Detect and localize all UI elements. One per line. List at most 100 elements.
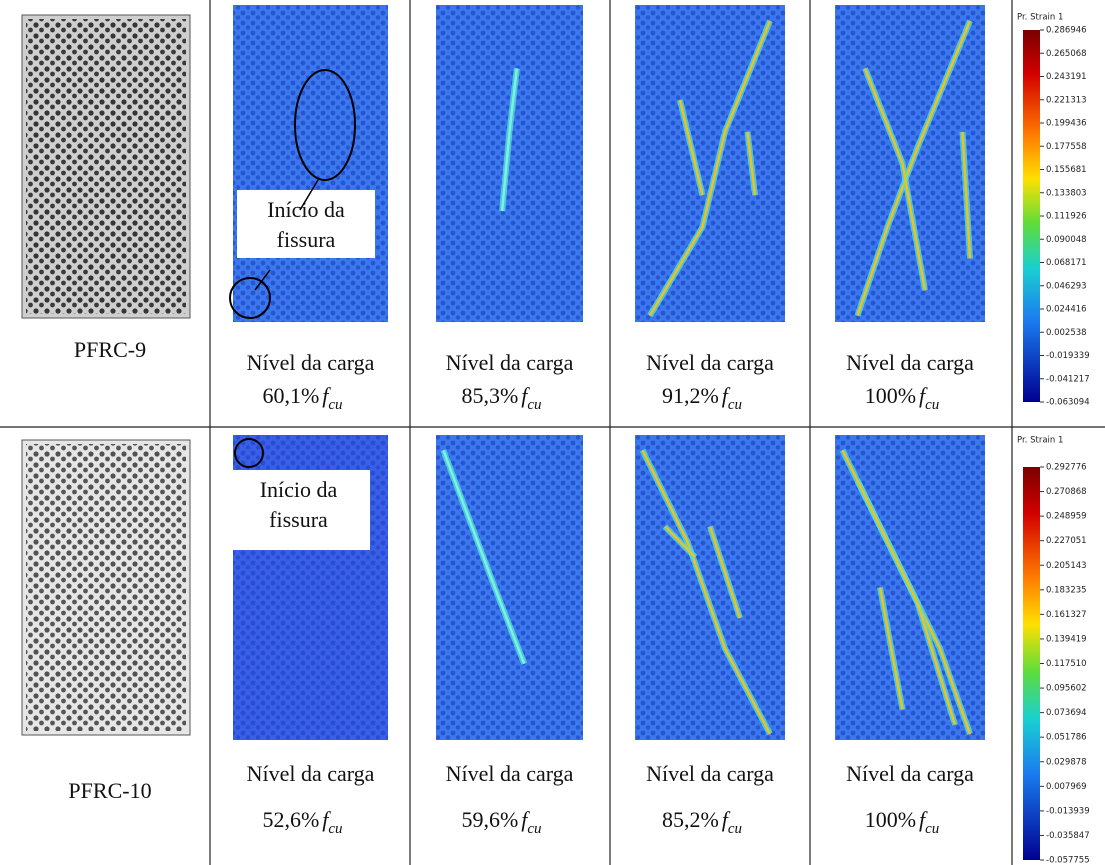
load-caption: Nível da carga bbox=[846, 350, 974, 375]
load-value: 85,3% bbox=[461, 383, 518, 408]
load-subscript: cu bbox=[925, 397, 939, 413]
load-value: 60,1% bbox=[262, 383, 319, 408]
load-symbol: f bbox=[521, 807, 530, 832]
colorbar-label: 0.002538 bbox=[1046, 328, 1087, 338]
load-caption: Nível da carga bbox=[446, 350, 574, 375]
colorbar-label: 0.111926 bbox=[1046, 212, 1087, 222]
strain-dots bbox=[635, 5, 785, 322]
colorbar-label: 0.265068 bbox=[1046, 49, 1087, 59]
colorbar-title: Pr. Strain 1 bbox=[1017, 13, 1063, 23]
colorbar-label: 0.051786 bbox=[1046, 733, 1087, 743]
crack bbox=[746, 131, 757, 196]
load-value: 100% bbox=[865, 383, 916, 408]
load-subscript: cu bbox=[925, 821, 939, 837]
colorbar-label: 0.073694 bbox=[1046, 708, 1087, 718]
load-subscript: cu bbox=[527, 397, 541, 413]
load-subscript: cu bbox=[328, 397, 342, 413]
load-caption: Nível da carga bbox=[846, 761, 974, 786]
specimen-dots bbox=[26, 19, 186, 314]
colorbar-label: 0.155681 bbox=[1046, 165, 1087, 175]
colorbar-label: 0.227051 bbox=[1046, 536, 1087, 546]
load-level: 85,2% fcu bbox=[662, 807, 742, 837]
colorbar-label: 0.095602 bbox=[1046, 684, 1087, 694]
load-value: 52,6% bbox=[262, 807, 319, 832]
crack bbox=[678, 99, 704, 196]
colorbar-label: -0.035847 bbox=[1046, 831, 1090, 841]
colorbar-label: 0.139419 bbox=[1046, 634, 1087, 644]
crack bbox=[856, 20, 972, 317]
load-level: 59,6% fcu bbox=[461, 807, 541, 837]
crack bbox=[442, 449, 526, 665]
colorbar-label: 0.177558 bbox=[1046, 142, 1087, 152]
colorbar-label: 0.286946 bbox=[1046, 26, 1087, 36]
load-level: 91,2% fcu bbox=[662, 383, 742, 413]
load-subscript: cu bbox=[728, 397, 742, 413]
strain-dots bbox=[436, 435, 583, 740]
load-subscript: cu bbox=[527, 821, 541, 837]
load-symbol: f bbox=[521, 383, 530, 408]
load-symbol: f bbox=[322, 807, 331, 832]
colorbar-label: 0.199436 bbox=[1046, 119, 1087, 129]
colorbar-label: 0.270868 bbox=[1046, 487, 1087, 497]
colorbar-label: 0.243191 bbox=[1046, 72, 1087, 82]
leader-line bbox=[299, 179, 319, 211]
load-value: 59,6% bbox=[461, 807, 518, 832]
colorbar-label: 0.205143 bbox=[1046, 561, 1087, 571]
load-subscript: cu bbox=[328, 821, 342, 837]
crack bbox=[708, 526, 742, 619]
annotation-box bbox=[227, 470, 370, 550]
specimen-label: PFRC-10 bbox=[68, 778, 151, 803]
load-level: 85,3% fcu bbox=[461, 383, 541, 413]
load-symbol: f bbox=[722, 383, 731, 408]
load-value: 91,2% bbox=[662, 383, 719, 408]
crack-marker bbox=[294, 69, 356, 181]
colorbar-label: 0.068171 bbox=[1046, 258, 1087, 268]
colorbar-label: 0.248959 bbox=[1046, 512, 1087, 522]
annotation-text: Início da bbox=[260, 477, 338, 502]
crack bbox=[500, 68, 519, 212]
colorbar bbox=[1023, 30, 1040, 402]
colorbar-label: 0.007969 bbox=[1046, 782, 1087, 792]
colorbar-label: 0.161327 bbox=[1046, 610, 1087, 620]
load-symbol: f bbox=[919, 383, 928, 408]
load-caption: Nível da carga bbox=[247, 761, 375, 786]
specimen-label: PFRC-9 bbox=[74, 337, 146, 362]
load-symbol: f bbox=[322, 383, 331, 408]
crack bbox=[878, 587, 904, 710]
colorbar-label: -0.013939 bbox=[1046, 806, 1090, 816]
colorbar-label: 0.117510 bbox=[1046, 659, 1087, 669]
colorbar-label: -0.019339 bbox=[1046, 351, 1090, 361]
colorbar-label: -0.063094 bbox=[1046, 398, 1090, 408]
load-symbol: f bbox=[722, 807, 731, 832]
crack bbox=[641, 449, 772, 735]
colorbar-label: 0.292776 bbox=[1046, 463, 1087, 473]
load-level: 100% fcu bbox=[865, 807, 940, 837]
crack-marker bbox=[234, 438, 264, 468]
load-caption: Nível da carga bbox=[646, 761, 774, 786]
colorbar-title: Pr. Strain 1 bbox=[1017, 436, 1063, 446]
load-subscript: cu bbox=[728, 821, 742, 837]
colorbar-label: 0.221313 bbox=[1046, 95, 1087, 105]
colorbar-label: 0.024416 bbox=[1046, 305, 1087, 315]
load-value: 100% bbox=[865, 807, 916, 832]
load-caption: Nível da carga bbox=[247, 350, 375, 375]
load-caption: Nível da carga bbox=[446, 761, 574, 786]
load-value: 85,2% bbox=[662, 807, 719, 832]
colorbar-label: 0.183235 bbox=[1046, 585, 1087, 595]
load-caption: Nível da carga bbox=[646, 350, 774, 375]
crack bbox=[664, 525, 696, 558]
annotation-text: fissura bbox=[269, 507, 328, 532]
colorbar-label: 0.133803 bbox=[1046, 188, 1087, 198]
load-level: 52,6% fcu bbox=[262, 807, 342, 837]
crack-marker bbox=[229, 277, 271, 319]
load-level: 60,1% fcu bbox=[262, 383, 342, 413]
colorbar-label: 0.090048 bbox=[1046, 235, 1087, 245]
crack bbox=[856, 480, 957, 726]
colorbar-label: 0.046293 bbox=[1046, 281, 1087, 291]
strain-dots bbox=[233, 5, 388, 322]
colorbar-label: -0.041217 bbox=[1046, 374, 1090, 384]
crack bbox=[648, 20, 772, 317]
colorbar bbox=[1023, 467, 1040, 860]
